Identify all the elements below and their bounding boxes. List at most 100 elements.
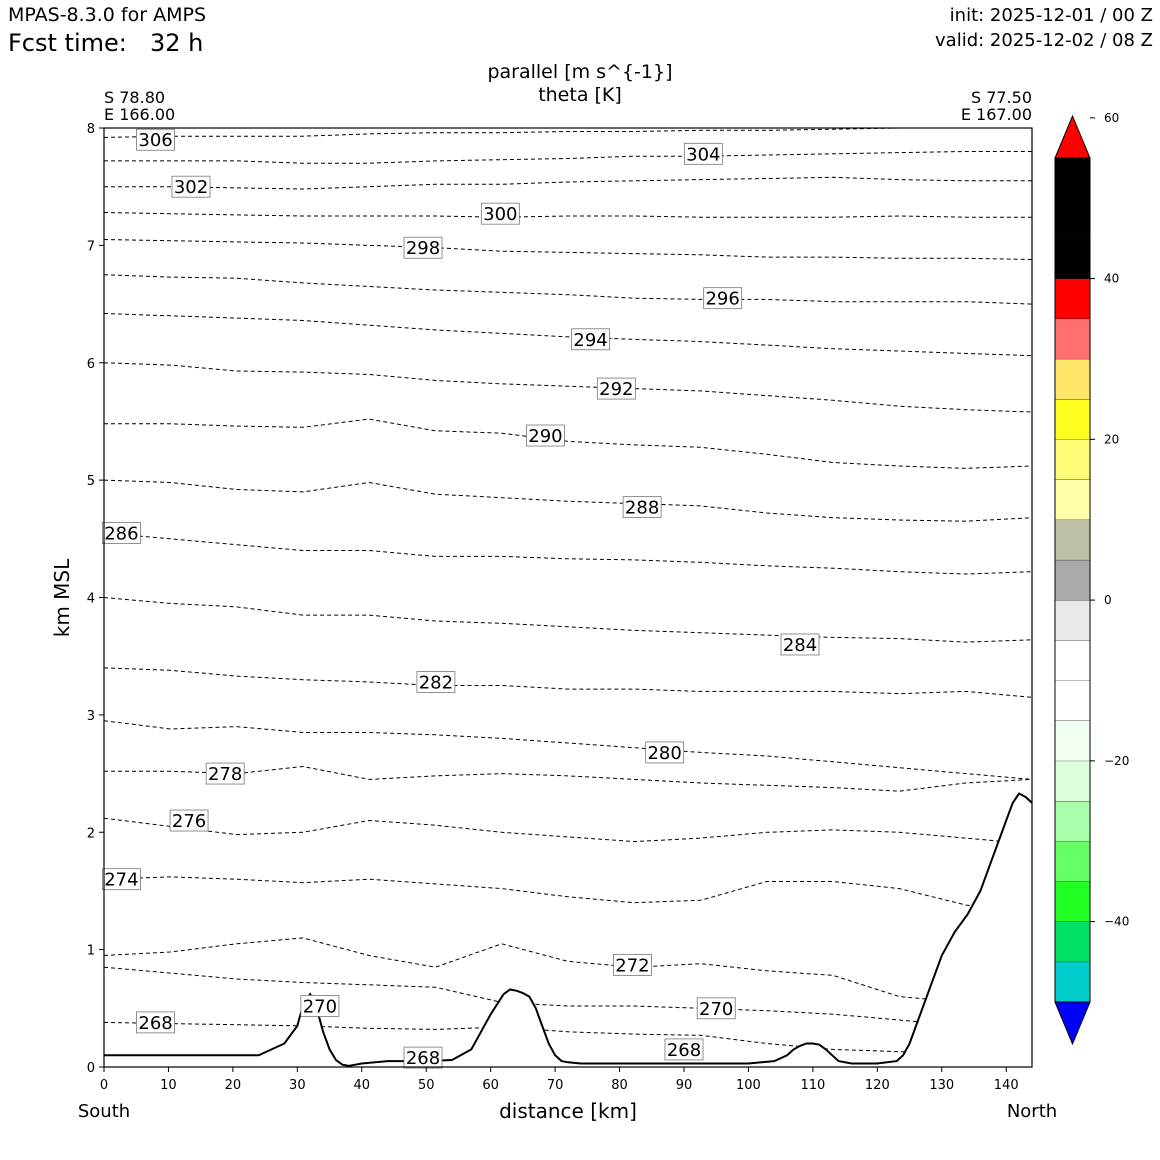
- theta-label-box: [205, 762, 245, 785]
- theta-label-box: [703, 287, 743, 310]
- theta-contour-276: [104, 817, 1032, 845]
- terrain-fill: [104, 793, 1032, 1067]
- colorbar-segment: [1055, 720, 1090, 761]
- end-lat: S 77.50: [971, 88, 1032, 107]
- theta-label-box: [480, 202, 520, 225]
- theta-label: 302: [174, 177, 208, 198]
- theta-label: 270: [303, 996, 337, 1017]
- x-tick-label: 60: [482, 1078, 499, 1093]
- theta-label-box: [136, 128, 175, 151]
- theta-label: 290: [528, 426, 562, 447]
- theta-label: 270: [699, 999, 733, 1020]
- colorbar-segment: [1055, 439, 1090, 480]
- colorbar-tick-label: −40: [1104, 915, 1129, 929]
- chart-title: parallel [m s^{-1}]: [487, 61, 672, 83]
- theta-label: 268: [406, 1048, 440, 1069]
- colorbar-segment: [1055, 238, 1090, 279]
- theta-label-box: [613, 953, 652, 976]
- plot-area: 306 304 302 300 298 296 294 292 290 288 286 284 282 2…: [102, 128, 1032, 1069]
- theta-contour-274: [104, 876, 1032, 915]
- y-tick-label: 1: [87, 944, 95, 959]
- start-lon: E 166.00: [104, 105, 175, 124]
- x-tick-label: 100: [736, 1078, 761, 1093]
- theta-label: 306: [138, 130, 172, 151]
- theta-label-box: [645, 741, 685, 764]
- theta-label-box: [136, 1011, 175, 1034]
- theta-label: 280: [647, 743, 681, 764]
- theta-label: 300: [483, 204, 517, 225]
- chart-subtitle: theta [K]: [538, 84, 622, 106]
- x-tick-label: 140: [994, 1078, 1019, 1093]
- y-tick-label: 5: [87, 474, 95, 489]
- colorbar-tick-label: 60: [1104, 111, 1119, 125]
- x-tick-label: 50: [418, 1078, 435, 1093]
- fcst-time-value: 32 h: [150, 29, 204, 57]
- colorbar-tick-label: 40: [1104, 272, 1119, 286]
- axes: 0 10 20 30 40 50 60 70 80 90 100 110 120 130 140 0 1 2 3 4 5…: [87, 122, 1033, 1093]
- theta-contour-280: [104, 720, 1032, 780]
- theta-label-box: [171, 175, 211, 198]
- colorbar-segment: [1055, 921, 1090, 962]
- theta-label: 284: [783, 635, 817, 656]
- end-direction: North: [1007, 1101, 1057, 1122]
- theta-contour-272: [104, 937, 1032, 1009]
- start-lat: S 78.80: [104, 88, 165, 107]
- x-tick-label: 10: [160, 1078, 177, 1093]
- colorbar-extend-max: [1054, 114, 1091, 159]
- theta-contour-268: [104, 1021, 1032, 1054]
- theta-contour-304: [104, 151, 1032, 164]
- theta-label-box: [780, 633, 820, 656]
- theta-contour-290: [104, 418, 1032, 469]
- colorbar-segment: [1055, 198, 1090, 239]
- colorbar-segment: [1055, 881, 1090, 922]
- theta-contour-278: [104, 765, 1032, 792]
- init-time: init: 2025-12-01 / 00 Z: [949, 5, 1153, 26]
- colorbar-segment: [1055, 841, 1090, 882]
- theta-contour-288: [104, 479, 1032, 522]
- colorbar-segment: [1055, 479, 1090, 520]
- theta-contour-296: [104, 274, 1032, 305]
- x-tick-label: 90: [676, 1078, 693, 1093]
- theta-contour-306: [104, 128, 1032, 138]
- x-tick-label: 120: [865, 1078, 890, 1093]
- colorbar-segment: [1055, 399, 1090, 440]
- colorbar-tick-label: −20: [1104, 754, 1129, 768]
- y-tick-label: 0: [87, 1061, 95, 1076]
- theta-label: 286: [104, 523, 138, 544]
- theta-label: 268: [138, 1013, 172, 1034]
- colorbar-segment: [1055, 318, 1090, 359]
- x-tick-label: 0: [100, 1078, 108, 1093]
- x-tick-label: 110: [800, 1078, 825, 1093]
- theta-contour-300: [104, 212, 1032, 218]
- theta-label-box: [300, 995, 340, 1017]
- theta-label: 268: [667, 1040, 701, 1061]
- theta-label-box: [526, 424, 565, 447]
- start-direction: South: [78, 1101, 130, 1122]
- theta-label: 288: [625, 498, 659, 519]
- theta-label-box: [403, 1046, 443, 1069]
- x-tick-label: 30: [289, 1078, 306, 1093]
- theta-contour-298: [104, 239, 1032, 260]
- colorbar-segment: [1055, 519, 1090, 560]
- colorbar-segment: [1055, 278, 1090, 319]
- theta-label: 298: [406, 238, 440, 259]
- colorbar-segment: [1055, 801, 1090, 842]
- valid-time: valid: 2025-12-02 / 08 Z: [935, 30, 1153, 51]
- y-axis-label: km MSL: [50, 558, 74, 637]
- colorbar-segment: [1055, 680, 1090, 721]
- theta-label: 304: [686, 144, 720, 165]
- theta-label: 292: [599, 379, 633, 400]
- terrain-line: [104, 792, 1032, 1067]
- theta-label-box: [622, 496, 662, 519]
- colorbar-segment: [1055, 961, 1090, 1002]
- x-tick-label: 80: [611, 1078, 628, 1093]
- theta-label-box: [596, 377, 636, 400]
- colorbar-tick-label: 0: [1104, 593, 1112, 607]
- y-tick-label: 6: [87, 357, 95, 372]
- x-tick-label: 70: [547, 1078, 564, 1093]
- theta-label: 296: [705, 289, 739, 310]
- theta-contour-292: [104, 362, 1032, 413]
- y-tick-label: 3: [87, 709, 95, 724]
- theta-label: 278: [208, 764, 242, 785]
